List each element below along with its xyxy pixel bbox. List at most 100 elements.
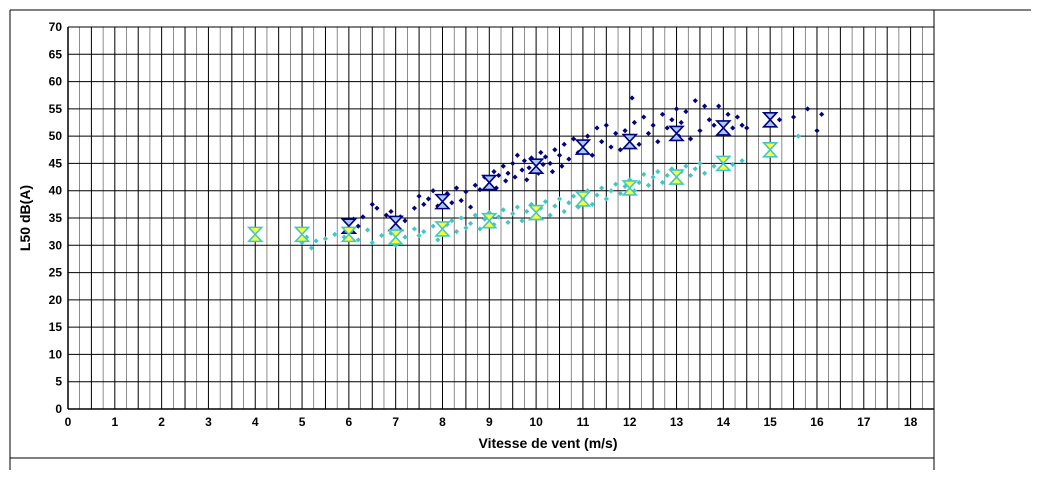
dark-point <box>538 149 544 156</box>
light-point <box>463 225 469 231</box>
light-point <box>505 219 511 225</box>
dark-point <box>805 106 811 112</box>
dark-point <box>477 187 483 193</box>
dark-point <box>692 98 698 104</box>
light-point <box>566 200 572 206</box>
dark-point <box>613 130 619 137</box>
light-mean-marker <box>246 226 264 243</box>
y-tick-label: 5 <box>55 375 62 389</box>
light-point <box>449 218 455 224</box>
dark-point <box>631 119 638 126</box>
dark-point <box>683 108 689 115</box>
light-mean-marker <box>434 221 451 237</box>
dark-point <box>463 189 469 195</box>
y-tick-label: 45 <box>49 156 63 170</box>
dark-point <box>659 111 666 117</box>
dark-point <box>739 122 745 128</box>
light-point <box>631 188 638 194</box>
x-tick-label: 13 <box>670 415 684 429</box>
dark-point <box>629 95 635 101</box>
dark-point <box>697 128 703 134</box>
dark-point <box>636 141 642 147</box>
dark-point <box>540 161 546 168</box>
x-axis-title: Vitesse de vent (m/s) <box>478 435 617 451</box>
light-point <box>613 181 619 187</box>
light-point <box>655 169 661 175</box>
light-point <box>299 239 305 246</box>
y-tick-label: 20 <box>49 293 63 307</box>
dark-point <box>645 130 652 137</box>
dark-point <box>510 160 516 167</box>
dark-point <box>388 208 394 215</box>
dark-point <box>355 223 361 229</box>
dark-point <box>552 147 558 153</box>
x-tick-label: 17 <box>857 415 871 429</box>
light-point <box>594 192 600 198</box>
dark-point <box>776 117 783 123</box>
dark-point <box>725 111 731 117</box>
dark-point <box>734 114 740 120</box>
light-point <box>795 133 801 139</box>
light-point <box>561 208 567 215</box>
dark-point <box>416 193 422 199</box>
light-point <box>477 226 483 232</box>
dark-point <box>599 139 605 145</box>
y-tick-label: 50 <box>49 129 63 143</box>
data-points <box>246 95 825 251</box>
dark-mean-marker <box>621 133 639 150</box>
light-point <box>435 237 441 243</box>
x-tick-label: 11 <box>577 415 590 429</box>
y-tick-label: 35 <box>49 211 63 225</box>
light-point <box>547 212 553 218</box>
dark-point <box>519 167 525 173</box>
light-point <box>472 212 478 218</box>
dark-point <box>421 201 427 207</box>
dark-point <box>655 139 661 145</box>
dark-point <box>549 169 556 175</box>
dark-point <box>603 122 609 128</box>
y-tick-label: 0 <box>55 402 62 416</box>
light-point <box>641 171 647 177</box>
dark-mean-marker <box>434 193 451 210</box>
y-tick-label: 30 <box>49 238 63 252</box>
y-tick-label: 65 <box>49 47 63 61</box>
light-mean-marker <box>527 204 545 221</box>
light-point <box>702 170 708 176</box>
light-point <box>496 214 502 220</box>
light-point <box>556 196 563 202</box>
light-point <box>514 204 520 210</box>
light-point <box>659 179 666 186</box>
light-mean-marker <box>387 229 405 245</box>
light-point <box>453 229 460 235</box>
light-point <box>603 196 609 202</box>
x-tick-label: 18 <box>904 415 918 429</box>
dark-point <box>730 125 736 131</box>
dark-mean-marker <box>715 120 732 136</box>
light-mean-marker <box>621 180 639 196</box>
dark-point <box>472 182 478 188</box>
y-tick-label: 55 <box>49 102 63 116</box>
dark-point <box>491 169 497 175</box>
light-point <box>552 203 558 209</box>
dark-point <box>521 158 528 164</box>
dark-point <box>650 122 656 128</box>
light-point <box>711 163 717 169</box>
light-point <box>510 211 516 217</box>
light-mean-marker <box>340 226 358 243</box>
dark-point <box>402 218 408 224</box>
light-point <box>364 227 371 233</box>
light-point <box>421 229 427 235</box>
dark-mean-marker <box>668 125 685 142</box>
light-point <box>388 230 394 236</box>
light-point <box>589 201 595 207</box>
x-tick-label: 14 <box>717 415 731 429</box>
x-tick-label: 12 <box>623 415 637 429</box>
dark-point <box>505 170 511 176</box>
light-point <box>692 166 698 172</box>
x-tick-label: 16 <box>810 415 824 429</box>
x-tick-label: 9 <box>486 415 493 429</box>
dark-point <box>716 103 722 109</box>
light-mean-marker <box>668 169 685 185</box>
x-tick-label: 5 <box>299 415 306 429</box>
dark-point <box>617 147 623 153</box>
